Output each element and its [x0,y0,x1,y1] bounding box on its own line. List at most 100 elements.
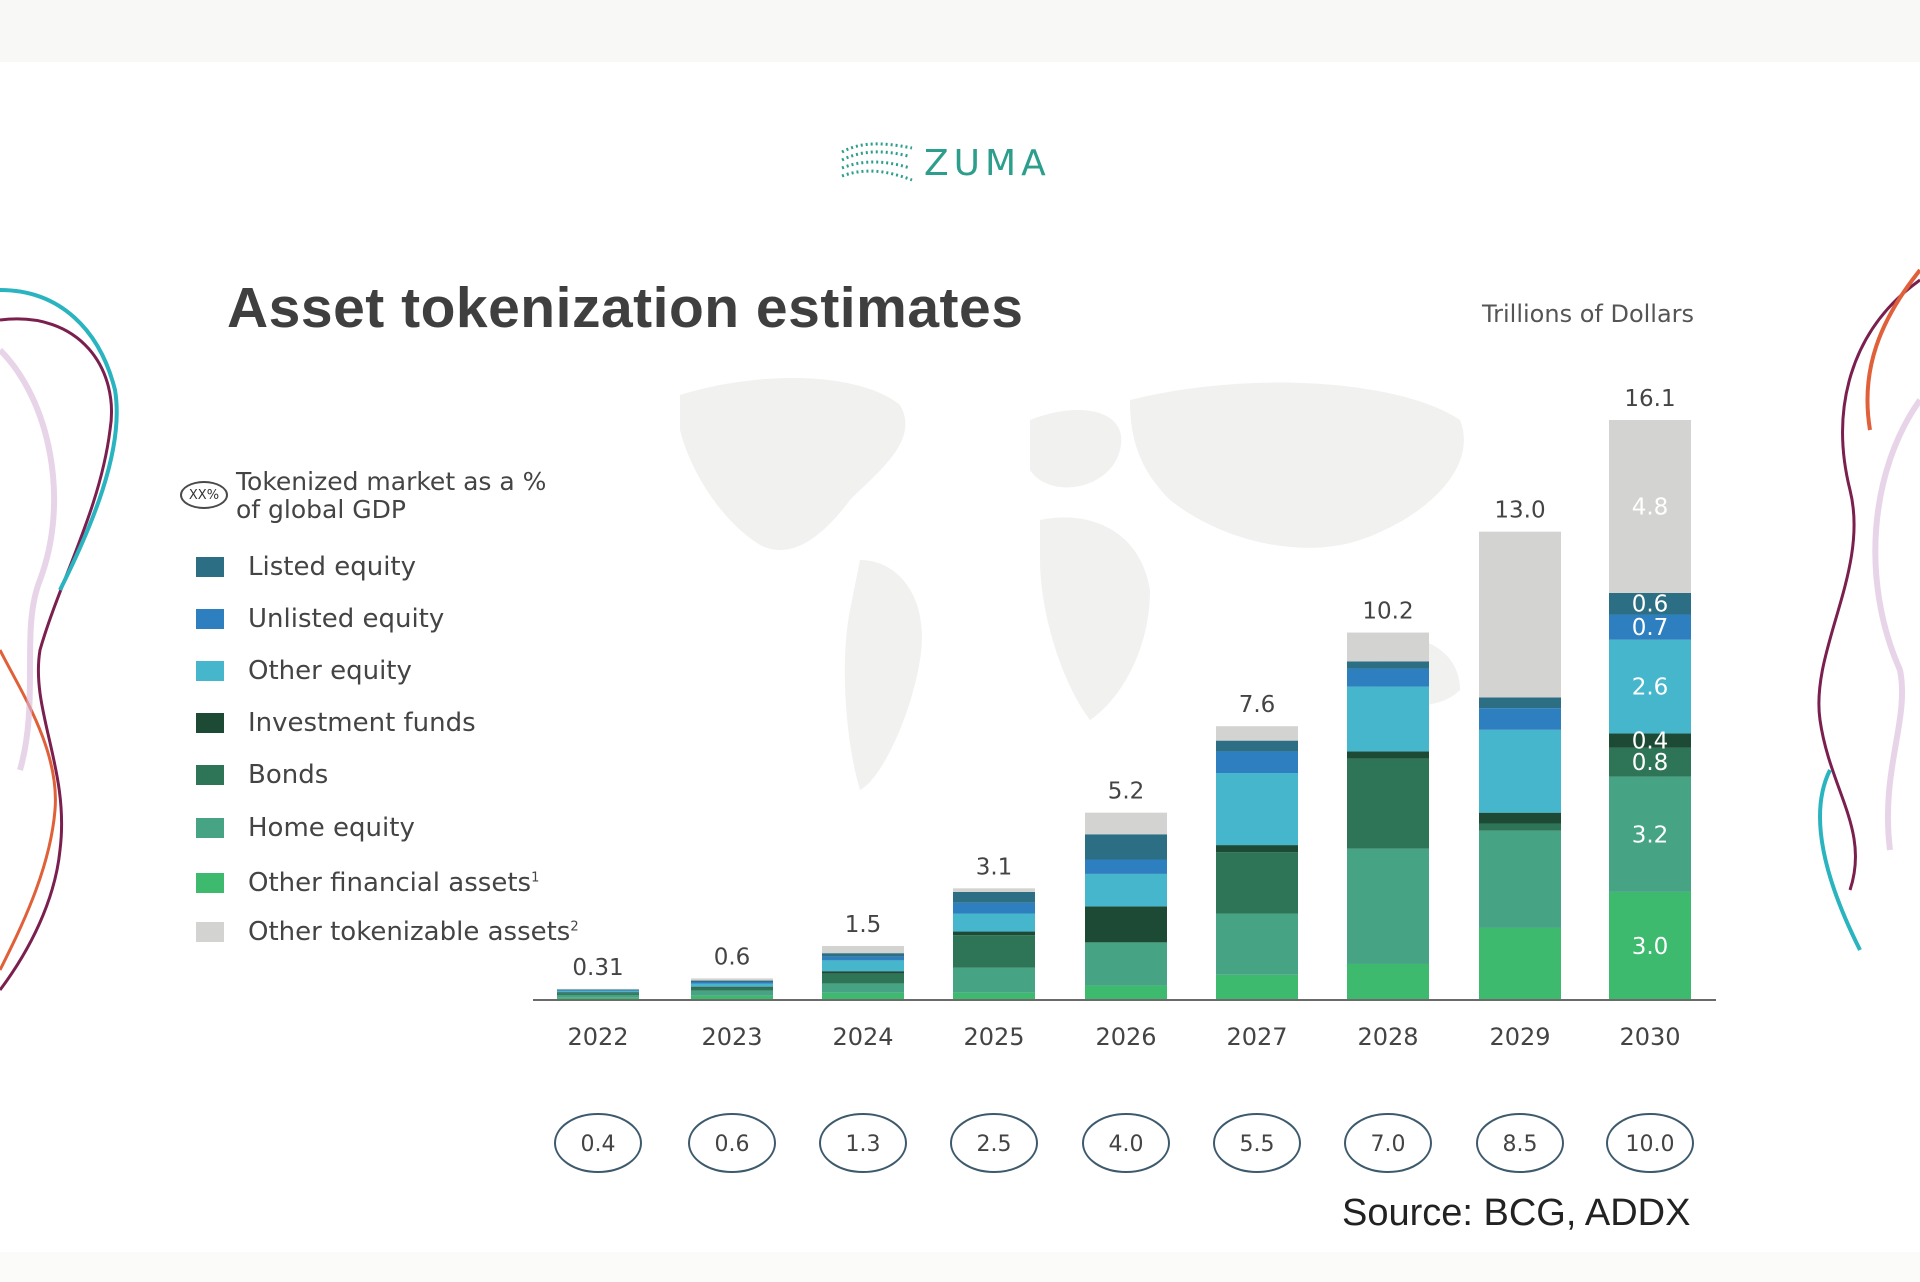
bar-segment-unlisted-equity-2022 [557,990,639,991]
bar-segment-unlisted-equity-2024 [822,956,904,961]
legend-label: Home equity [248,813,415,843]
zuma-logo-text: ZUMA [924,142,1051,184]
bar-segment-unlisted-equity-2027 [1216,751,1298,774]
gdp-percent-label: 4.0 [1109,1132,1144,1157]
bar-total-label: 0.31 [572,955,623,981]
bar-segment-investment-funds-2028 [1347,751,1429,759]
legend-label: Investment funds [248,708,476,738]
bar-segment-bonds-2028 [1347,758,1429,849]
bar-segment-other-tokenizable-assets-2028 [1347,632,1429,662]
legend-item-unlisted-equity: Unlisted equity [196,604,444,634]
x-tick-label: 2025 [963,1023,1024,1051]
bar-segment-unlisted-equity-2023 [691,981,773,984]
gdp-percent-label: 1.3 [846,1132,881,1157]
bar-segment-home-equity-2030 [1609,776,1691,892]
bar-segment-other-tokenizable-assets-2026 [1085,812,1167,835]
segment-value-label: 0.7 [1632,615,1669,641]
gdp-percent-oval [1213,1113,1301,1173]
gdp-percent-label: 0.6 [715,1132,750,1157]
gdp-percent-oval [1344,1113,1432,1173]
x-tick-label: 2028 [1357,1023,1418,1051]
bar-segment-investment-funds-2029 [1479,812,1561,824]
zuma-logo-mark-icon [841,142,913,182]
x-tick-label: 2024 [832,1023,893,1051]
bar-segment-other-equity-2026 [1085,873,1167,907]
segment-value-label: 0.8 [1632,750,1669,776]
bar-segment-bonds-2023 [691,987,773,991]
bar-segment-investment-funds-2024 [822,971,904,974]
legend-swatch [196,765,224,785]
legend-label: Other equity [248,656,412,686]
bar-segment-listed-equity-2024 [822,953,904,957]
bar-segment-bonds-2024 [822,973,904,984]
bars-group [557,420,1691,1000]
bar-segment-other-financial-assets-2028 [1347,963,1429,1000]
bar-total-label: 1.5 [845,912,882,938]
bar-segment-home-equity-2026 [1085,942,1167,986]
legend-item-home-equity: Home equity [196,813,415,843]
bar-segment-other-tokenizable-assets-2022 [557,988,639,990]
bar-segment-other-equity-2023 [691,983,773,987]
legend-swatch [196,661,224,681]
bar-segment-bonds-2025 [953,935,1035,968]
bar-segment-investment-funds-2025 [953,931,1035,936]
source-note: Source: BCG, ADDX [1342,1192,1691,1234]
legend-swatch [196,818,224,838]
legend-label: Unlisted equity [248,604,445,634]
segment-value-label: 3.2 [1632,822,1669,848]
bar-segment-other-tokenizable-assets-2024 [822,945,904,954]
segment-value-label: 0.6 [1632,592,1669,618]
gdp-percent-oval [950,1113,1038,1173]
bar-segment-investment-funds-2026 [1085,906,1167,943]
x-tick-label: 2026 [1095,1023,1156,1051]
bottom-band [0,1252,1920,1282]
bar-segment-other-tokenizable-assets-2023 [691,978,773,981]
x-tick-label: 2027 [1226,1023,1287,1051]
bar-segment-other-equity-2025 [953,913,1035,932]
bar-segment-other-tokenizable-assets-2027 [1216,726,1298,741]
legend-label: Other tokenizable assets2 [248,917,579,947]
segment-value-label: 0.4 [1632,729,1669,755]
gdp-percent-oval [554,1113,642,1173]
bar-segment-other-equity-2022 [557,990,639,993]
legend-item-other-equity: Other equity [196,656,412,686]
bar-segment-listed-equity-2028 [1347,661,1429,669]
gdp-percent-label: 10.0 [1626,1132,1675,1157]
bar-segment-other-tokenizable-assets-2029 [1479,531,1561,698]
gdp-percent-label: 7.0 [1371,1132,1406,1157]
footnote-marker: 2 [570,919,579,935]
bar-segment-investment-funds-2027 [1216,845,1298,853]
bar-segment-other-equity-2030 [1609,639,1691,734]
bar-segment-bonds-2030 [1609,747,1691,777]
legend-item-bonds: Bonds [196,760,328,790]
world-map-background [680,378,1464,790]
bar-segment-investment-funds-2023 [691,986,773,988]
bar-segment-other-financial-assets-2025 [953,992,1035,1000]
bar-segment-other-financial-assets-2030 [1609,891,1691,1000]
segment-value-label: 3.0 [1632,934,1669,960]
legend-gdp-entry: XX% Tokenized market as a % of global GD… [180,468,576,524]
gdp-percent-oval [1082,1113,1170,1173]
segment-value-label: 2.6 [1632,675,1669,701]
x-tick-label: 2030 [1619,1023,1680,1051]
chart-title: Asset tokenization estimates [227,276,1024,340]
bar-total-label: 16.1 [1624,386,1675,412]
legend-label-text: Other financial assets [248,868,532,898]
bar-total-label: 5.2 [1108,779,1145,805]
top-band [0,0,1920,62]
x-tick-label: 2022 [567,1023,628,1051]
bar-segment-other-tokenizable-assets-2025 [953,888,1035,892]
bar-segment-home-equity-2027 [1216,913,1298,975]
bar-segment-other-financial-assets-2029 [1479,927,1561,1000]
bar-segment-home-equity-2022 [557,994,639,998]
legend-swatch [196,922,224,942]
bar-segment-other-financial-assets-2023 [691,995,773,1000]
x-tick-label: 2023 [701,1023,762,1051]
bar-segment-other-financial-assets-2026 [1085,985,1167,1000]
decorative-wave-right [1817,268,1920,951]
legend-swatch [196,609,224,629]
labels-group: 0.31 2022 0.4 0.6 2023 0.6 1.5 2024 1.3 3.1 2025 2.… [554,386,1694,1173]
bar-segment-home-equity-2025 [953,967,1035,993]
bar-segment-listed-equity-2030 [1609,592,1691,615]
zuma-logo: ZUMA [838,138,1051,188]
